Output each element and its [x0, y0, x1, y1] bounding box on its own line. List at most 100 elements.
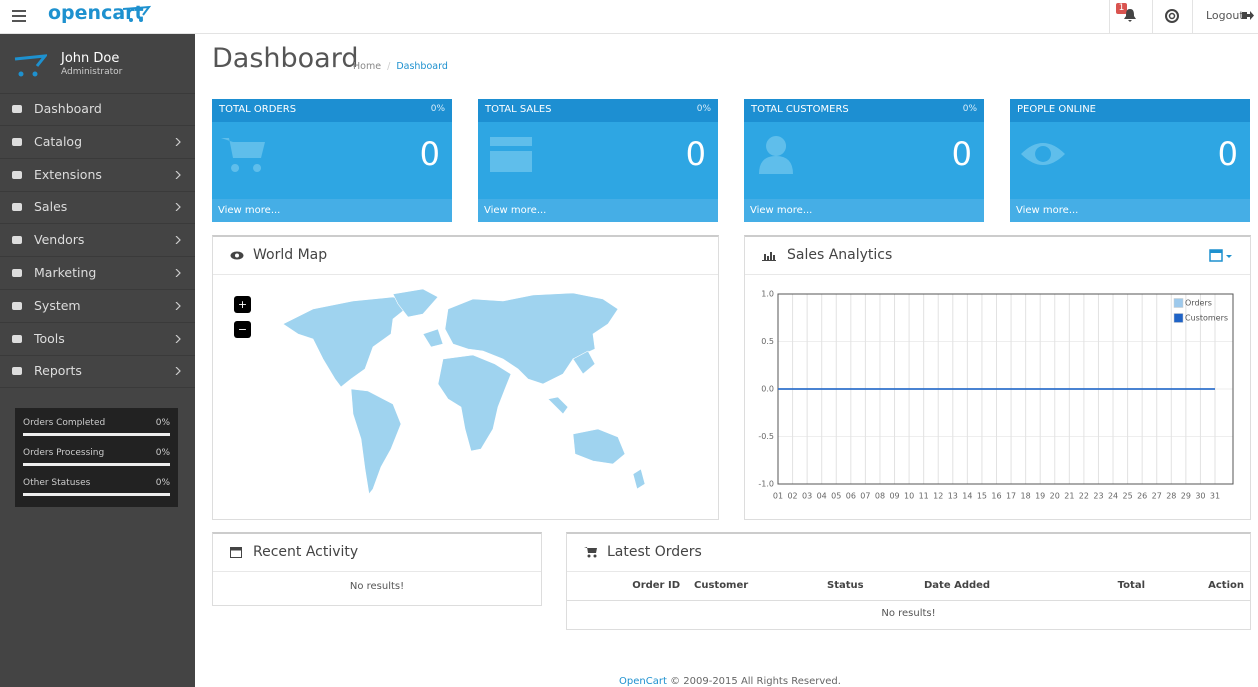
menu-item[interactable]: Tools: [0, 323, 195, 356]
icon-shape: [12, 105, 22, 113]
footer: OpenCart © 2009-2015 All Rights Reserved…: [0, 676, 1258, 687]
x-tick-label: 09: [889, 492, 899, 501]
breadcrumb-home[interactable]: Home: [353, 61, 382, 72]
panel-heading: Latest Orders: [567, 534, 1250, 572]
column-header: Total: [1117, 580, 1145, 591]
tile-value: 0: [1217, 135, 1238, 173]
x-tick-label: 29: [1181, 492, 1191, 501]
column-header: Order ID: [632, 580, 680, 591]
menu-icon: [12, 367, 22, 376]
tile-change: 0%: [696, 104, 711, 114]
user-avatar: [14, 54, 47, 77]
menu-label: Vendors: [34, 232, 85, 248]
panel-heading: Sales Analytics: [745, 237, 1250, 275]
x-tick-label: 30: [1195, 492, 1205, 501]
x-tick-label: 04: [817, 492, 827, 501]
chevron-shape: [175, 236, 181, 245]
x-tick-label: 31: [1210, 492, 1220, 501]
breadcrumb-current[interactable]: Dashboard: [396, 61, 448, 72]
user-role: Administrator: [61, 67, 123, 77]
tile-footer[interactable]: View more...: [212, 199, 452, 222]
tile-footer[interactable]: View more...: [478, 199, 718, 222]
menu-icon: [12, 269, 22, 277]
menu-item[interactable]: Marketing: [0, 257, 195, 290]
menu-item[interactable]: Extensions: [0, 159, 195, 192]
footer-link[interactable]: OpenCart: [619, 676, 667, 687]
menu-item[interactable]: System: [0, 290, 195, 323]
y-tick-label: -0.5: [758, 432, 774, 441]
menu-toggle[interactable]: [12, 10, 26, 22]
zoom-out[interactable]: −: [234, 321, 251, 338]
x-tick-label: 21: [1064, 492, 1074, 501]
column-header: Action: [1208, 580, 1244, 591]
x-tick-label: 01: [773, 492, 783, 501]
menu-item[interactable]: Dashboard: [0, 93, 195, 126]
cart-icon: [584, 547, 597, 558]
x-tick-label: 24: [1108, 492, 1118, 501]
chevron-shape: [175, 137, 181, 146]
menu-item[interactable]: Reports: [0, 355, 195, 389]
chevron: [175, 367, 181, 376]
menu-item[interactable]: Vendors: [0, 224, 195, 258]
menu-item[interactable]: Catalog: [0, 126, 195, 159]
footer-text: © 2009-2015 All Rights Reserved.: [670, 676, 841, 687]
zoom-in[interactable]: +: [234, 296, 251, 313]
eye-icon: [230, 251, 244, 260]
bell-icon[interactable]: [1124, 9, 1136, 22]
view-more-link[interactable]: View more...: [750, 205, 813, 216]
y-tick-label: -1.0: [758, 480, 774, 489]
chevron: [175, 334, 181, 343]
tile-change: 0%: [962, 104, 977, 114]
x-tick-label: 18: [1021, 492, 1031, 501]
logo-cart: [122, 5, 152, 22]
stat-value: 0%: [155, 478, 170, 488]
chevron-shape: [175, 269, 181, 277]
x-tick-label: 13: [948, 492, 958, 501]
y-tick-label: 1.0: [761, 290, 774, 299]
stat-label: Orders Completed: [23, 418, 106, 428]
x-tick-label: 23: [1093, 492, 1103, 501]
panel-title: Latest Orders: [607, 544, 702, 560]
menu-label: Reports: [34, 363, 82, 379]
empty-message: No results!: [881, 608, 936, 619]
menu-item[interactable]: Sales: [0, 191, 195, 225]
tile-footer[interactable]: View more...: [1010, 199, 1250, 222]
tile-footer[interactable]: View more...: [744, 199, 984, 222]
user-name: John Doe: [61, 51, 120, 66]
menu-label: Dashboard: [34, 101, 102, 116]
menu-icon: [12, 301, 22, 310]
icon-shape: [221, 138, 265, 172]
panel-heading: Recent Activity: [213, 534, 541, 572]
sidebar: John Doe Administrator Dashboard Catalog E…: [0, 34, 195, 687]
tile-value: 0: [951, 135, 972, 173]
view-more-link[interactable]: View more...: [484, 205, 547, 216]
x-tick-label: 14: [962, 492, 972, 501]
x-tick-label: 19: [1035, 492, 1045, 501]
date-range-toggle[interactable]: [1209, 249, 1233, 262]
notification-badge[interactable]: 1: [1116, 3, 1127, 14]
column-header: Date Added: [924, 580, 991, 591]
chevron-shape: [175, 334, 181, 343]
tile-title: TOTAL CUSTOMERS: [751, 104, 849, 115]
panel-heading: World Map: [213, 237, 718, 275]
x-tick-label: 16: [991, 492, 1001, 501]
menu-label: Sales: [34, 199, 68, 215]
x-tick-label: 27: [1152, 492, 1162, 501]
logout-link[interactable]: Logout: [1206, 9, 1244, 22]
page-title: Dashboard: [212, 43, 359, 74]
chevron: [175, 236, 181, 245]
calendar-icon: [230, 547, 242, 558]
tile-icon: [1021, 143, 1065, 165]
view-more-link[interactable]: View more...: [1016, 205, 1079, 216]
help-icon[interactable]: [1165, 9, 1179, 23]
icon-shape: [12, 334, 22, 343]
view-more-link[interactable]: View more...: [218, 205, 281, 216]
x-tick-label: 03: [802, 492, 812, 501]
x-tick-label: 07: [860, 492, 870, 501]
panel-title: World Map: [253, 247, 328, 263]
menu-icon: [12, 334, 22, 343]
x-tick-label: 20: [1050, 492, 1060, 501]
logo[interactable]: opencart: [48, 2, 144, 24]
x-tick-label: 12: [933, 492, 943, 501]
